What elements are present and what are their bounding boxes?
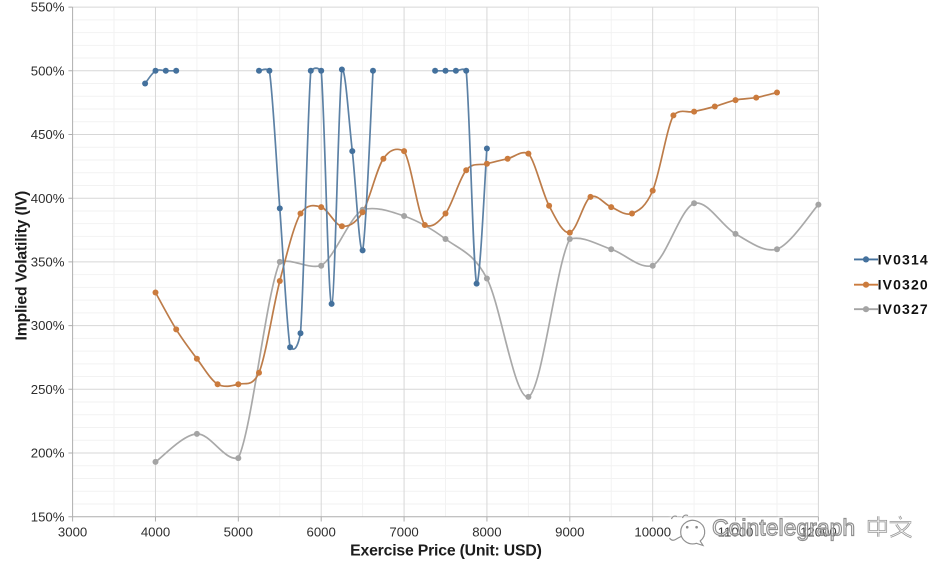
svg-text:400%: 400% bbox=[31, 191, 65, 206]
svg-text:500%: 500% bbox=[31, 63, 65, 78]
svg-text:250%: 250% bbox=[31, 382, 65, 397]
svg-text:4000: 4000 bbox=[141, 525, 170, 540]
svg-text:10000: 10000 bbox=[634, 525, 671, 540]
svg-text:5000: 5000 bbox=[224, 525, 253, 540]
svg-text:12000: 12000 bbox=[800, 525, 837, 540]
svg-text:3000: 3000 bbox=[58, 525, 87, 540]
svg-text:IV0314: IV0314 bbox=[878, 251, 929, 267]
svg-text:11000: 11000 bbox=[718, 525, 754, 540]
svg-text:Exercise Price (Unit: USD): Exercise Price (Unit: USD) bbox=[350, 543, 541, 560]
svg-text:Cointelegraph: Cointelegraph bbox=[712, 514, 855, 540]
svg-text:IV0320: IV0320 bbox=[878, 277, 929, 293]
svg-text:8000: 8000 bbox=[472, 525, 501, 540]
svg-text:6000: 6000 bbox=[307, 525, 336, 540]
svg-text:150%: 150% bbox=[31, 509, 65, 524]
svg-text:Implied Volatility (IV): Implied Volatility (IV) bbox=[14, 191, 31, 341]
svg-text:550%: 550% bbox=[31, 0, 65, 15]
svg-text:IV0327: IV0327 bbox=[878, 301, 929, 317]
svg-text:7000: 7000 bbox=[389, 525, 418, 540]
svg-text:450%: 450% bbox=[31, 127, 65, 142]
svg-text:300%: 300% bbox=[31, 318, 65, 333]
svg-text:200%: 200% bbox=[31, 446, 65, 461]
svg-text:Cointelegraph: Cointelegraph bbox=[712, 514, 855, 540]
svg-text:9000: 9000 bbox=[555, 525, 584, 540]
svg-text:350%: 350% bbox=[31, 255, 65, 270]
